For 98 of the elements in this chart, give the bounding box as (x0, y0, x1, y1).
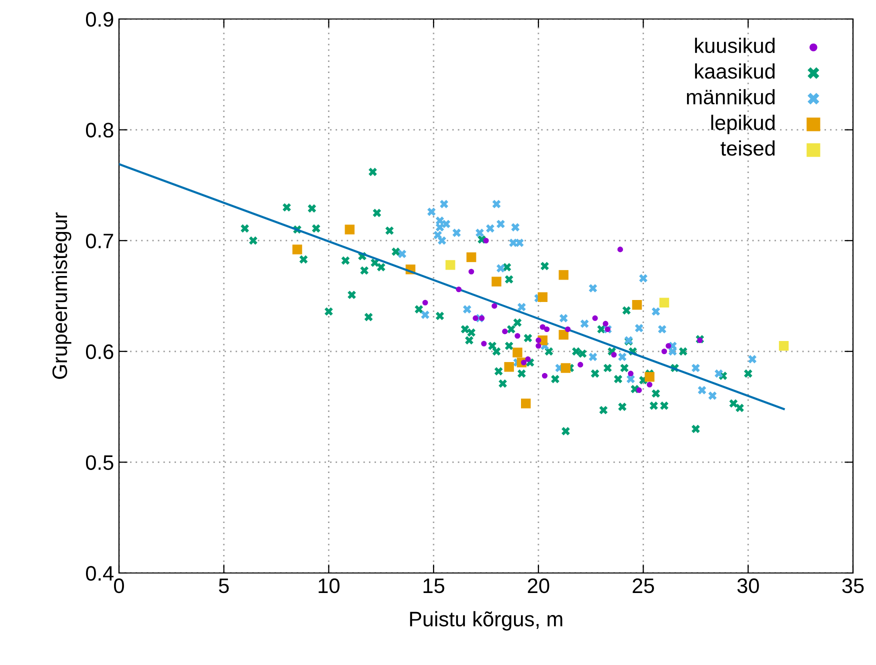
point (580, 320, 589, 328)
point (658, 325, 666, 334)
point (492, 200, 501, 208)
point (442, 220, 450, 228)
point (666, 343, 672, 349)
point (560, 363, 571, 373)
point (512, 348, 522, 358)
point (344, 224, 355, 234)
x-tick-label: 15 (424, 578, 444, 594)
point (559, 314, 568, 322)
point (778, 341, 789, 351)
x-tick-label: 20 (528, 578, 550, 594)
point (502, 328, 508, 334)
point (544, 326, 550, 332)
point (636, 387, 642, 393)
point (588, 284, 598, 292)
point (714, 369, 723, 378)
point (292, 244, 302, 254)
legend-label: kaasikud (695, 63, 775, 79)
x-tick-label: 10 (318, 578, 340, 594)
point (398, 250, 406, 258)
point (692, 364, 700, 372)
point (486, 224, 494, 233)
point (456, 286, 462, 292)
point (472, 315, 478, 321)
point (427, 208, 436, 216)
point (525, 356, 531, 362)
point (565, 326, 571, 332)
point (520, 398, 531, 408)
point (652, 307, 660, 316)
point (492, 276, 502, 286)
point (588, 352, 598, 362)
point (445, 260, 456, 270)
point (617, 246, 623, 252)
point (659, 298, 670, 308)
point (708, 392, 717, 400)
point (634, 324, 644, 332)
point (515, 238, 524, 247)
point (422, 300, 428, 306)
point (748, 354, 757, 364)
y-tick-label: 0.4 (86, 566, 114, 581)
point (632, 300, 642, 310)
point (496, 264, 505, 272)
point (479, 315, 485, 321)
legend-label: teised (720, 140, 775, 156)
y-axis-title: Grupeerumistegur (52, 212, 72, 379)
point (639, 274, 648, 282)
point (462, 305, 472, 314)
point (602, 320, 608, 326)
point (504, 362, 514, 372)
point (536, 343, 542, 349)
point (628, 370, 634, 376)
x-tick-label: 30 (737, 578, 759, 594)
point (468, 268, 474, 274)
point (626, 374, 635, 384)
x-tick-label: 35 (842, 578, 864, 594)
y-tick-label: 0.9 (86, 12, 114, 27)
legend-label: kuusikud (695, 38, 775, 54)
point (421, 310, 430, 320)
point (481, 340, 487, 346)
point (436, 223, 444, 232)
x-tick-label: 5 (218, 578, 229, 594)
point (496, 220, 505, 228)
point (578, 362, 584, 368)
y-tick-label: 0.8 (86, 122, 114, 138)
point (514, 333, 520, 339)
x-axis-title: Puistu kõrgus, m (410, 611, 562, 631)
y-tick-label: 0.7 (86, 234, 114, 248)
point (466, 252, 476, 262)
point (509, 238, 518, 247)
point (540, 324, 546, 330)
point (492, 303, 498, 309)
point (511, 223, 520, 232)
point (661, 348, 668, 354)
point (698, 386, 706, 394)
point (646, 382, 652, 388)
x-tick-label: 0 (114, 578, 124, 594)
point (483, 238, 489, 244)
point (542, 373, 548, 379)
point (618, 352, 626, 362)
legend-label: männikud (686, 89, 775, 104)
point (476, 228, 484, 238)
point (592, 315, 598, 321)
y-tick-label: 0.5 (86, 455, 114, 470)
point (558, 330, 568, 340)
y-tick-label: 0.6 (86, 344, 114, 360)
point (644, 372, 654, 382)
point (452, 228, 461, 238)
point (538, 292, 548, 302)
legend-label: lepikud (711, 114, 775, 134)
point (536, 338, 542, 344)
point (440, 200, 448, 208)
point (438, 236, 446, 245)
x-tick-label: 25 (632, 578, 654, 594)
point (697, 338, 703, 344)
point (558, 270, 568, 280)
point (611, 352, 617, 358)
point (517, 302, 526, 312)
